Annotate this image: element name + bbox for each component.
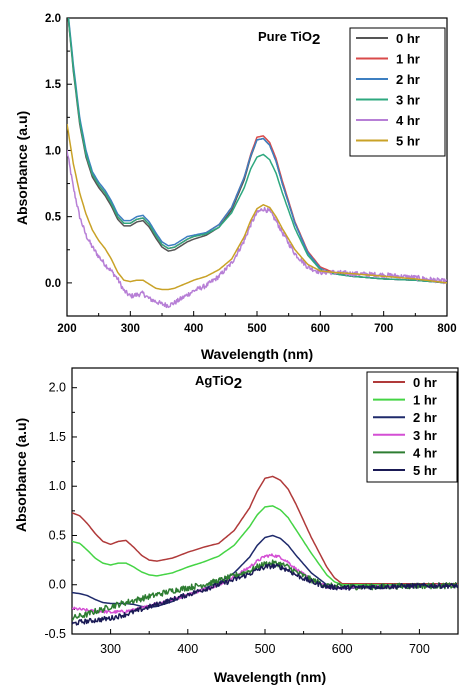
x-axis-label: Wavelength (nm) — [214, 669, 326, 685]
legend-entry: 5 hr — [396, 134, 420, 149]
legend-box — [366, 371, 458, 483]
panel-pure-tio2: 0.0 0.5 1.0 1.5 2.0 200 300 400 500 600 700 800 Pu… — [14, 13, 457, 362]
legend-entry: 2 hr — [396, 72, 420, 87]
x-tick-label: 600 — [332, 642, 353, 656]
y-tick-label: 1.0 — [45, 145, 61, 157]
legend: 0 hr 1 hr 2 hr 3 hr 4 hr 5 hr — [366, 371, 458, 483]
y-tick-label: 1.5 — [49, 430, 66, 444]
series-line-3-hr — [67, 18, 447, 284]
legend: 0 hr 1 hr 2 hr 3 hr 4 hr 5 hr — [349, 27, 446, 157]
legend-box — [349, 27, 446, 157]
legend-entry: 4 hr — [413, 445, 437, 460]
legend-entry: 3 hr — [396, 93, 420, 108]
series-group — [67, 18, 447, 309]
y-ticks: 0.0 0.5 1.0 1.5 2.0 — [45, 13, 72, 290]
legend-entry: 5 hr — [413, 463, 437, 478]
x-tick-label: 800 — [437, 323, 456, 335]
y-ticks: -0.5 0.0 0.5 1.0 1.5 2.0 — [44, 381, 77, 641]
y-axis-label: Absorbance (a.u) — [13, 418, 29, 532]
x-tick-label: 700 — [409, 642, 430, 656]
x-ticks: 200 300 400 500 600 700 800 — [57, 311, 457, 335]
y-tick-label: 1.5 — [45, 79, 62, 91]
x-tick-label: 200 — [57, 323, 76, 335]
y-tick-label: 0.0 — [45, 278, 61, 290]
legend-entry: 3 hr — [413, 428, 437, 443]
legend-entry: 1 hr — [396, 52, 420, 67]
y-tick-label: 2.0 — [45, 13, 61, 25]
x-ticks: 300 400 500 600 700 — [100, 629, 430, 656]
y-tick-label: 0.0 — [49, 578, 66, 592]
y-tick-label: 1.0 — [49, 479, 66, 493]
chart-title: AgTiO2 — [195, 373, 242, 392]
series-line-5-hr — [72, 563, 458, 626]
series-line-0-hr — [72, 475, 458, 585]
y-tick-label: 2.0 — [49, 381, 66, 395]
x-tick-label: 500 — [247, 323, 266, 335]
x-axis-label: Wavelength (nm) — [201, 346, 313, 362]
chart-title: Pure TiO2 — [258, 29, 320, 48]
chart-title-text: Pure TiO — [258, 29, 312, 44]
x-tick-label: 300 — [121, 323, 140, 335]
legend-entry: 0 hr — [396, 31, 420, 46]
legend-entry: 1 hr — [413, 393, 437, 408]
x-tick-label: 700 — [374, 323, 393, 335]
x-tick-label: 500 — [255, 642, 276, 656]
y-tick-label: 0.5 — [49, 528, 66, 542]
y-axis-label: Absorbance (a.u) — [14, 111, 30, 225]
series-line-4-hr — [67, 149, 447, 309]
chart-title-subscript: 2 — [234, 375, 242, 392]
panel-agtio2: -0.5 0.0 0.5 1.0 1.5 2.0 300 400 500 600 700 AgTi… — [13, 367, 459, 685]
x-tick-label: 600 — [311, 323, 330, 335]
x-tick-label: 300 — [100, 642, 121, 656]
y-tick-label: -0.5 — [44, 627, 66, 641]
x-tick-label: 400 — [177, 642, 198, 656]
series-line-5-hr — [67, 123, 447, 291]
legend-entry: 4 hr — [396, 113, 420, 128]
legend-entry: 2 hr — [413, 410, 437, 425]
series-group — [72, 475, 458, 626]
chart-title-text: AgTiO — [195, 373, 234, 388]
y-tick-label: 0.5 — [45, 212, 62, 224]
x-tick-label: 400 — [184, 323, 203, 335]
legend-entry: 0 hr — [413, 375, 437, 390]
chart-title-subscript: 2 — [312, 31, 320, 48]
